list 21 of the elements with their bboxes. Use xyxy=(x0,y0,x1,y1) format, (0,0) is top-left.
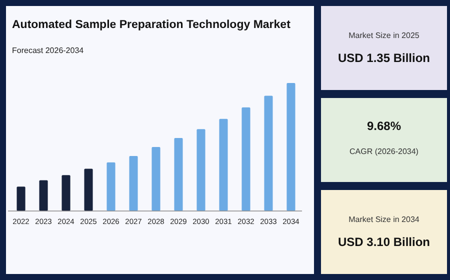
bar xyxy=(39,180,48,211)
bar xyxy=(106,162,116,211)
text: USD 3.10 Billion xyxy=(338,235,430,249)
chart-title: Automated Sample Preparation Technology Market xyxy=(12,19,291,31)
text: 9.68% xyxy=(366,119,402,133)
bar xyxy=(264,96,273,211)
bar xyxy=(152,147,160,211)
bar xyxy=(129,156,138,211)
text: Market Size in 2025 xyxy=(348,31,420,40)
chart-subtitle: Forecast 2026-2034 xyxy=(12,46,84,55)
bar xyxy=(62,175,70,211)
bar xyxy=(174,138,183,211)
bar xyxy=(84,168,93,211)
bar xyxy=(196,129,206,211)
bar xyxy=(286,83,296,211)
bar xyxy=(242,107,250,211)
bar xyxy=(219,118,228,211)
text: USD 1.35 Billion xyxy=(338,51,430,65)
bar xyxy=(16,186,26,211)
text: Market Size in 2034 xyxy=(348,215,420,224)
text: CAGR (2026-2034) xyxy=(350,147,419,156)
